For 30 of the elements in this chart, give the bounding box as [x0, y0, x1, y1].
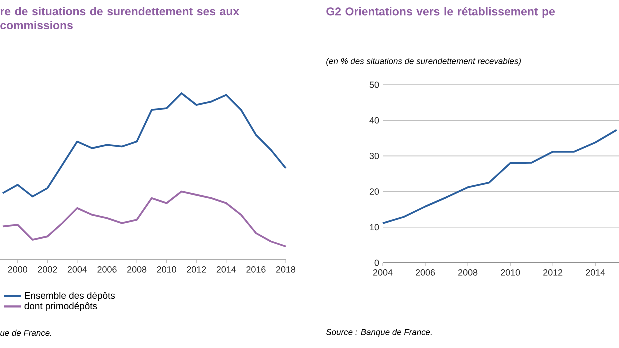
x-tick-label: 2004	[68, 266, 88, 273]
x-tick-label: 2014	[216, 266, 236, 273]
chart-title: re de situations de surendettement ses aux commissions	[0, 7, 240, 30]
y-tick-label: 50	[370, 82, 380, 88]
x-tick-label: 2000	[8, 266, 28, 273]
x-tick-label: 2008	[458, 270, 478, 276]
y-tick-label: 30	[370, 153, 380, 160]
x-tick-label: 2012	[544, 270, 563, 276]
chart-subtitle: (en % des situations de surendettement recevables)	[326, 58, 522, 66]
y-tick-label: 10	[370, 224, 380, 231]
text: ue de France.	[0, 330, 52, 336]
x-tick-label: 2010	[157, 266, 176, 273]
legend-label: dont primodépôts	[24, 302, 98, 312]
x-tick-label: 2006	[416, 270, 436, 276]
chart-title: G2 Orientations vers le rétablissement pe	[326, 7, 556, 18]
legend-label: Ensemble des dépôts	[25, 292, 116, 301]
x-tick-label: 2016	[246, 266, 266, 273]
line-series	[382, 129, 618, 224]
x-tick-label: 2018	[276, 266, 296, 273]
x-tick-label: 2012	[187, 266, 206, 273]
source-note: Source : Banque de France.	[326, 329, 432, 337]
x-tick-label: 2002	[38, 266, 58, 273]
y-tick-label: 20	[370, 188, 380, 195]
y-tick-label: 0	[374, 260, 380, 266]
x-tick-label: 2008	[128, 266, 147, 273]
x-tick-label: 2014	[586, 270, 606, 276]
x-tick-label: 2006	[98, 266, 117, 273]
y-tick-label: 40	[370, 117, 380, 124]
x-tick-label: 2010	[501, 270, 520, 276]
x-tick-label: 2004	[373, 270, 393, 276]
